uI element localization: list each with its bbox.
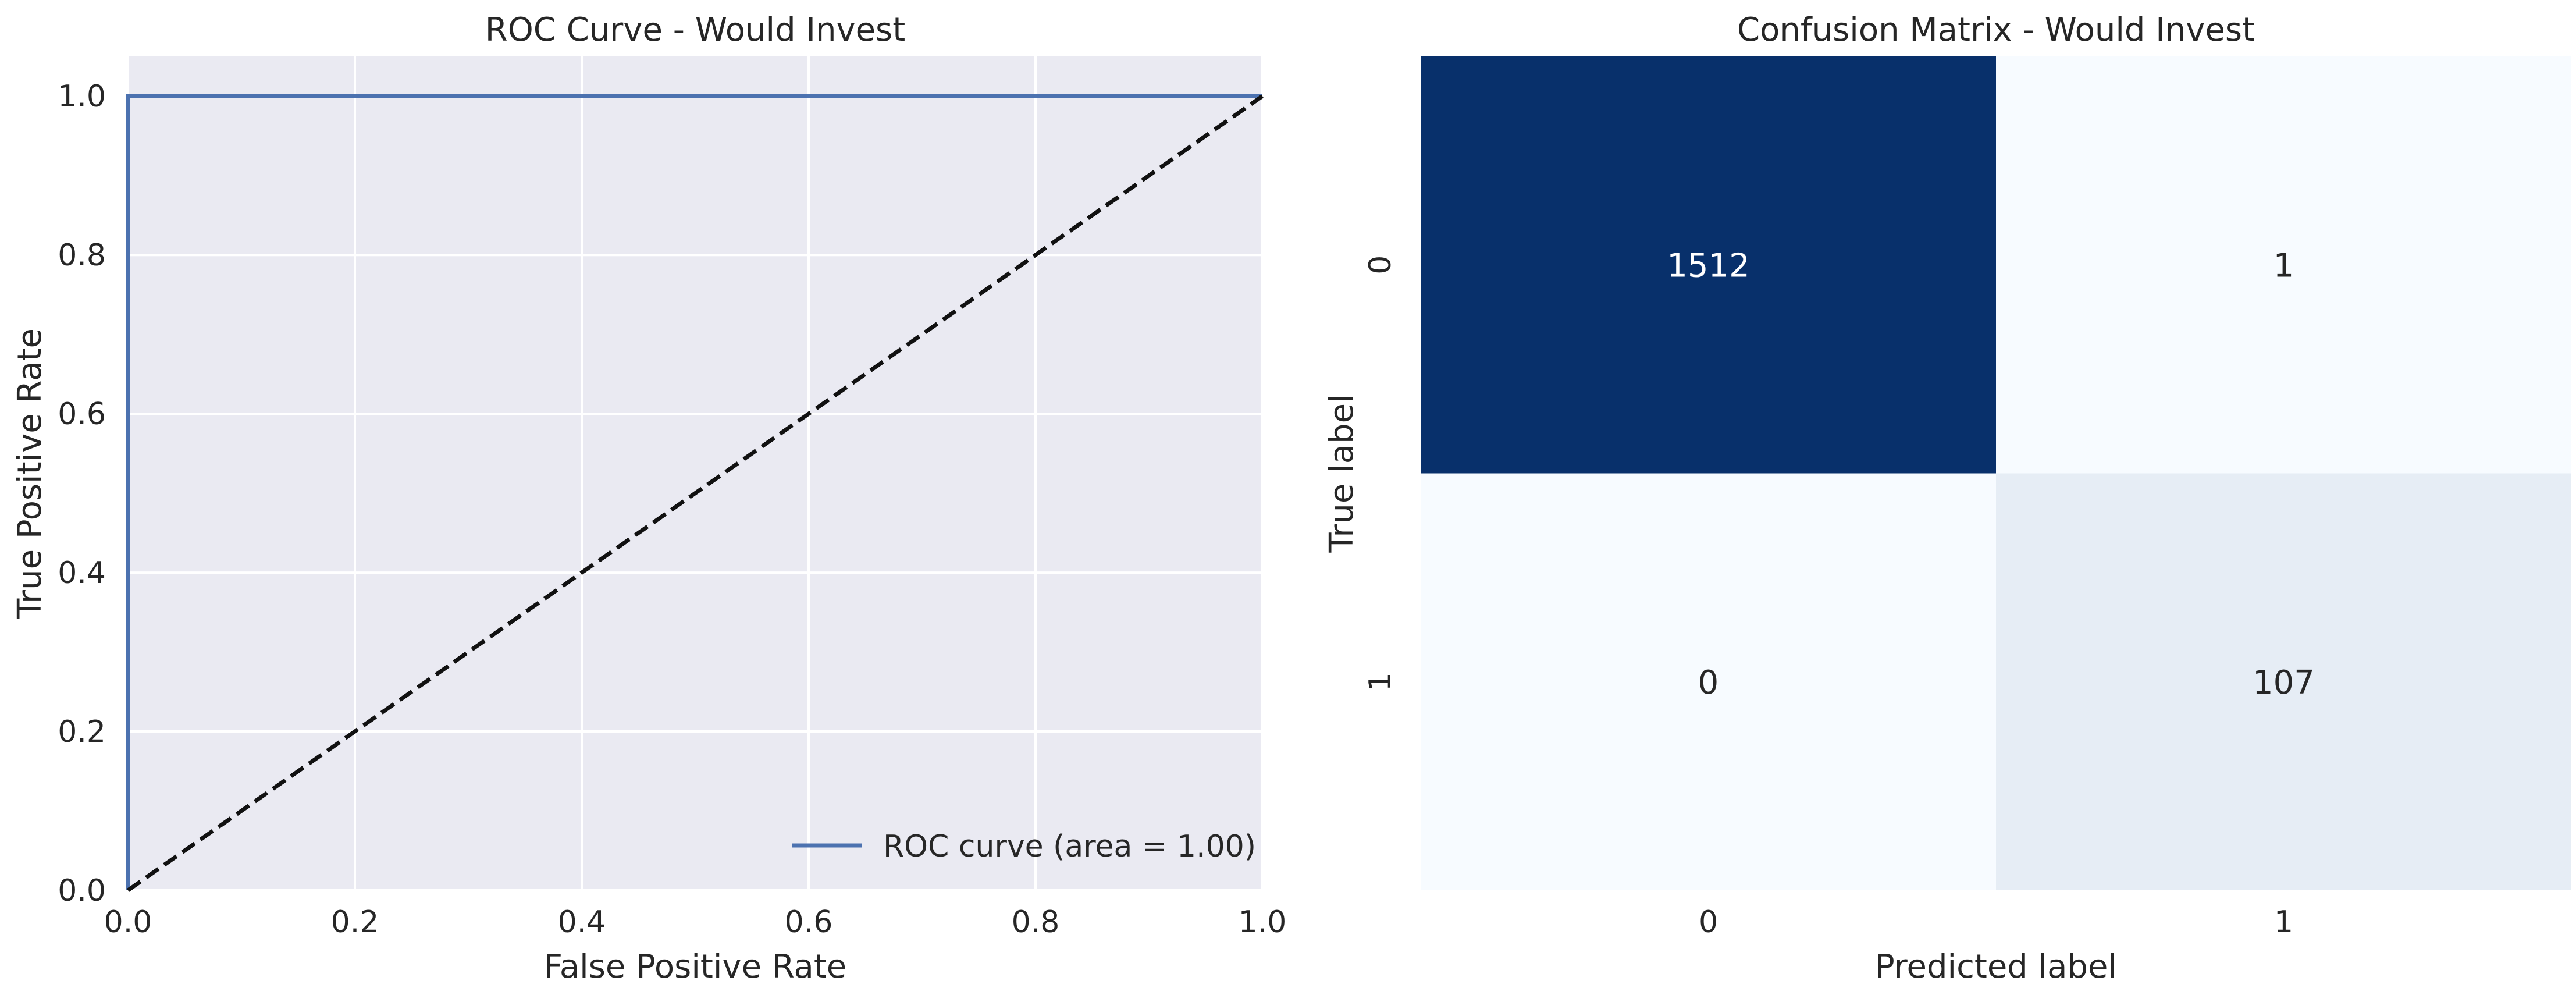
roc-curve-line: [126, 94, 1262, 890]
roc-x-tick-label: 0.0: [104, 905, 152, 940]
roc-x-axis-label: False Positive Rate: [544, 948, 846, 986]
roc-y-tick-label: 0.8: [58, 238, 106, 273]
roc-chart-title: ROC Curve - Would Invest: [485, 11, 905, 49]
roc-y-tick-label: 0.2: [58, 715, 106, 749]
roc-x-tick-label: 0.4: [558, 905, 606, 940]
cm-y-tick-label: 0: [1363, 255, 1398, 275]
roc-plot-background: [128, 56, 1262, 890]
roc-x-ticks: 0.0 0.2 0.4 0.6 0.8 1.0: [104, 905, 1287, 940]
roc-x-tick-label: 0.8: [1012, 905, 1060, 940]
cm-cell: [1421, 56, 1996, 474]
cm-cell: [1996, 56, 2571, 474]
chance-diagonal-line: [126, 94, 1264, 892]
roc-y-tick-label: 0.0: [58, 873, 106, 908]
cm-y-axis-label: True label: [1323, 394, 1361, 553]
roc-x-tick-label: 0.2: [331, 905, 379, 940]
roc-y-tick-label: 0.4: [58, 556, 106, 591]
confusion-matrix-cells: 1512 1 0 107: [1421, 56, 2571, 890]
cm-x-tick-label: 0: [1699, 905, 1718, 940]
roc-legend: ROC curve (area = 1.00): [792, 829, 1256, 864]
roc-y-ticks: 0.0 0.2 0.4 0.6 0.8 1.0: [58, 79, 106, 908]
cm-cell-value: 1512: [1667, 247, 1750, 285]
roc-chart: 0.0 0.2 0.4 0.6 0.8 1.0 0.0 0.2 0.4 0.6 0.8 1.0 RO…: [11, 11, 1286, 986]
cm-cell-value: 1: [2273, 247, 2294, 285]
cm-cell-value: 107: [2253, 664, 2315, 702]
roc-x-tick-label: 1.0: [1239, 905, 1287, 940]
cm-cell-value: 0: [1698, 664, 1719, 702]
cm-y-ticks: 01: [1363, 255, 1398, 692]
roc-x-tick-label: 0.6: [785, 905, 833, 940]
roc-y-tick-label: 0.6: [58, 397, 106, 432]
cm-chart-title: Confusion Matrix - Would Invest: [1737, 11, 2255, 49]
cm-cell: [1996, 473, 2571, 890]
roc-series: [126, 94, 1264, 892]
roc-y-tick-label: 1.0: [58, 79, 106, 114]
cm-x-tick-label: 1: [2274, 905, 2293, 940]
roc-legend-label: ROC curve (area = 1.00): [883, 829, 1256, 864]
roc-y-axis-label: True Positive Rate: [11, 328, 49, 619]
cm-cell: [1421, 473, 1996, 890]
cm-y-tick-label: 1: [1363, 672, 1398, 691]
cm-x-axis-label: Predicted label: [1875, 948, 2117, 986]
